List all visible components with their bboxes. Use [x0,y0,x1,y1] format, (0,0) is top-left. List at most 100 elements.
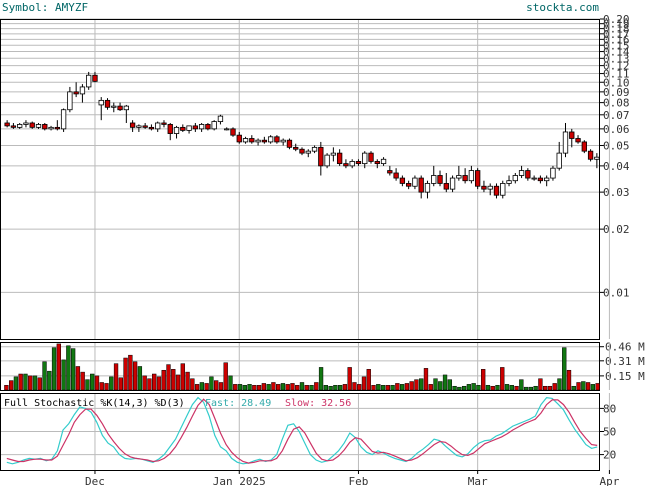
candle-body [73,91,79,95]
price-tick-label: 0.06 [603,123,630,136]
volume-bar [237,384,243,391]
volume-bar [123,357,128,391]
volume-bar [414,379,419,391]
volume-bar [42,361,47,391]
volume-bar [47,370,52,391]
candle-body [399,177,406,184]
volume-bar [261,383,267,391]
volume-tick-label: 0.15 M [605,370,645,383]
x-tick-label: Jan 2025 [213,475,266,486]
volume-bar [137,366,143,391]
volume-bar [204,383,209,391]
volume-bar [290,383,295,391]
volume-bar [495,385,500,391]
candle-body [437,175,443,184]
candle-body [211,121,217,130]
volume-bar [28,375,33,391]
volume-bar [90,373,95,391]
volume-bar [299,382,305,391]
volume-bar [152,373,157,391]
volume-bar [128,354,133,391]
volume-bar [271,382,276,391]
volume-bar [481,369,486,391]
x-tick-label: Dec [85,475,105,486]
volume-tick-label: 0.46 M [605,341,645,354]
volume-bar [438,381,443,391]
volume-bar [447,379,452,391]
candle-body [111,105,117,108]
price-tick-label: 0.07 [603,109,630,122]
volume-bar [595,383,600,391]
candle-body [387,170,393,174]
candle-body [129,122,136,128]
candle-body [544,177,550,182]
volume-bar [566,369,572,391]
volume-bar [132,361,138,391]
candle-body [362,152,368,165]
volume-bar [75,366,81,391]
volume-bar [304,385,309,391]
volume-bar [276,384,281,391]
candle-body [10,125,17,128]
volume-bar [147,378,152,391]
volume-bar [104,383,109,391]
volume-bar [214,380,219,391]
candle-body [393,172,399,179]
volume-bar [500,367,505,391]
volume-bar [199,382,205,391]
x-tick-label: Feb [349,475,369,486]
candle-body [550,167,556,179]
candle-body [167,124,173,134]
price-tick-label: 0.01 [603,286,630,299]
volume-bar [509,385,514,391]
volume-bar [194,384,200,391]
candle-body [424,183,431,193]
volume-bar [557,378,562,391]
volume-bar [357,384,362,391]
candle-body [462,175,468,182]
volume-bar [309,385,314,391]
volume-bar [247,384,252,391]
volume-bar [562,347,567,391]
volume-bar [37,377,42,391]
x-tick-label: Mar [468,475,488,486]
volume-bar [528,386,534,391]
candle-body [475,170,481,187]
site-label[interactable]: stockta.com [526,1,599,14]
candle-body [594,156,600,160]
volume-bar [70,348,76,391]
volume-bar [543,385,548,391]
volume-bar [56,343,61,391]
candle-body [286,139,293,148]
candle-body [148,126,155,130]
candle-body [23,122,29,125]
candle-body [86,74,92,88]
volume-bar [266,384,271,391]
candle-body [48,126,54,130]
candle-body [493,185,500,196]
volume-bar [352,382,357,391]
volume-bar [109,376,114,391]
candle-body [79,86,86,95]
volume-bar [80,371,85,391]
volume-bar [366,369,371,391]
volume-bar [190,378,195,391]
volume-bar [13,376,19,391]
volume-bar [385,385,390,391]
candle-body [587,150,594,160]
candle-body [98,99,104,106]
volume-bar [23,373,28,391]
candle-body [249,138,255,143]
candle-body [305,150,311,154]
candle-body [29,122,35,128]
volume-bar [218,382,224,391]
candle-body [518,170,525,176]
candle-body [368,152,374,162]
volume-bar [323,385,328,391]
candle-body [531,177,537,180]
volume-bar [504,384,510,391]
volume-bar [94,375,100,391]
volume-bar [552,383,557,391]
candle-body [236,134,242,143]
